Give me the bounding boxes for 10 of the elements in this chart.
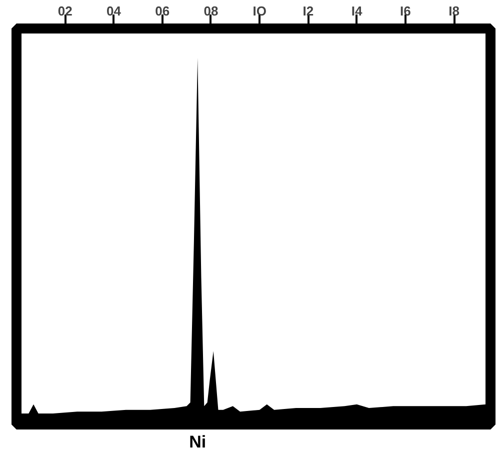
text: Ni	[189, 432, 206, 452]
x-tick-label: I6	[400, 4, 411, 18]
x-tick-label: IO	[252, 4, 266, 18]
x-tick-label: I2	[302, 4, 314, 18]
x-tick-label: 08	[204, 4, 218, 18]
x-tick-label: 02	[58, 4, 72, 18]
x-tick-label: 04	[106, 4, 122, 18]
x-tick-label: I8	[448, 4, 460, 18]
x-tick-label: I4	[351, 4, 363, 18]
x-tick-label: 06	[155, 4, 170, 18]
